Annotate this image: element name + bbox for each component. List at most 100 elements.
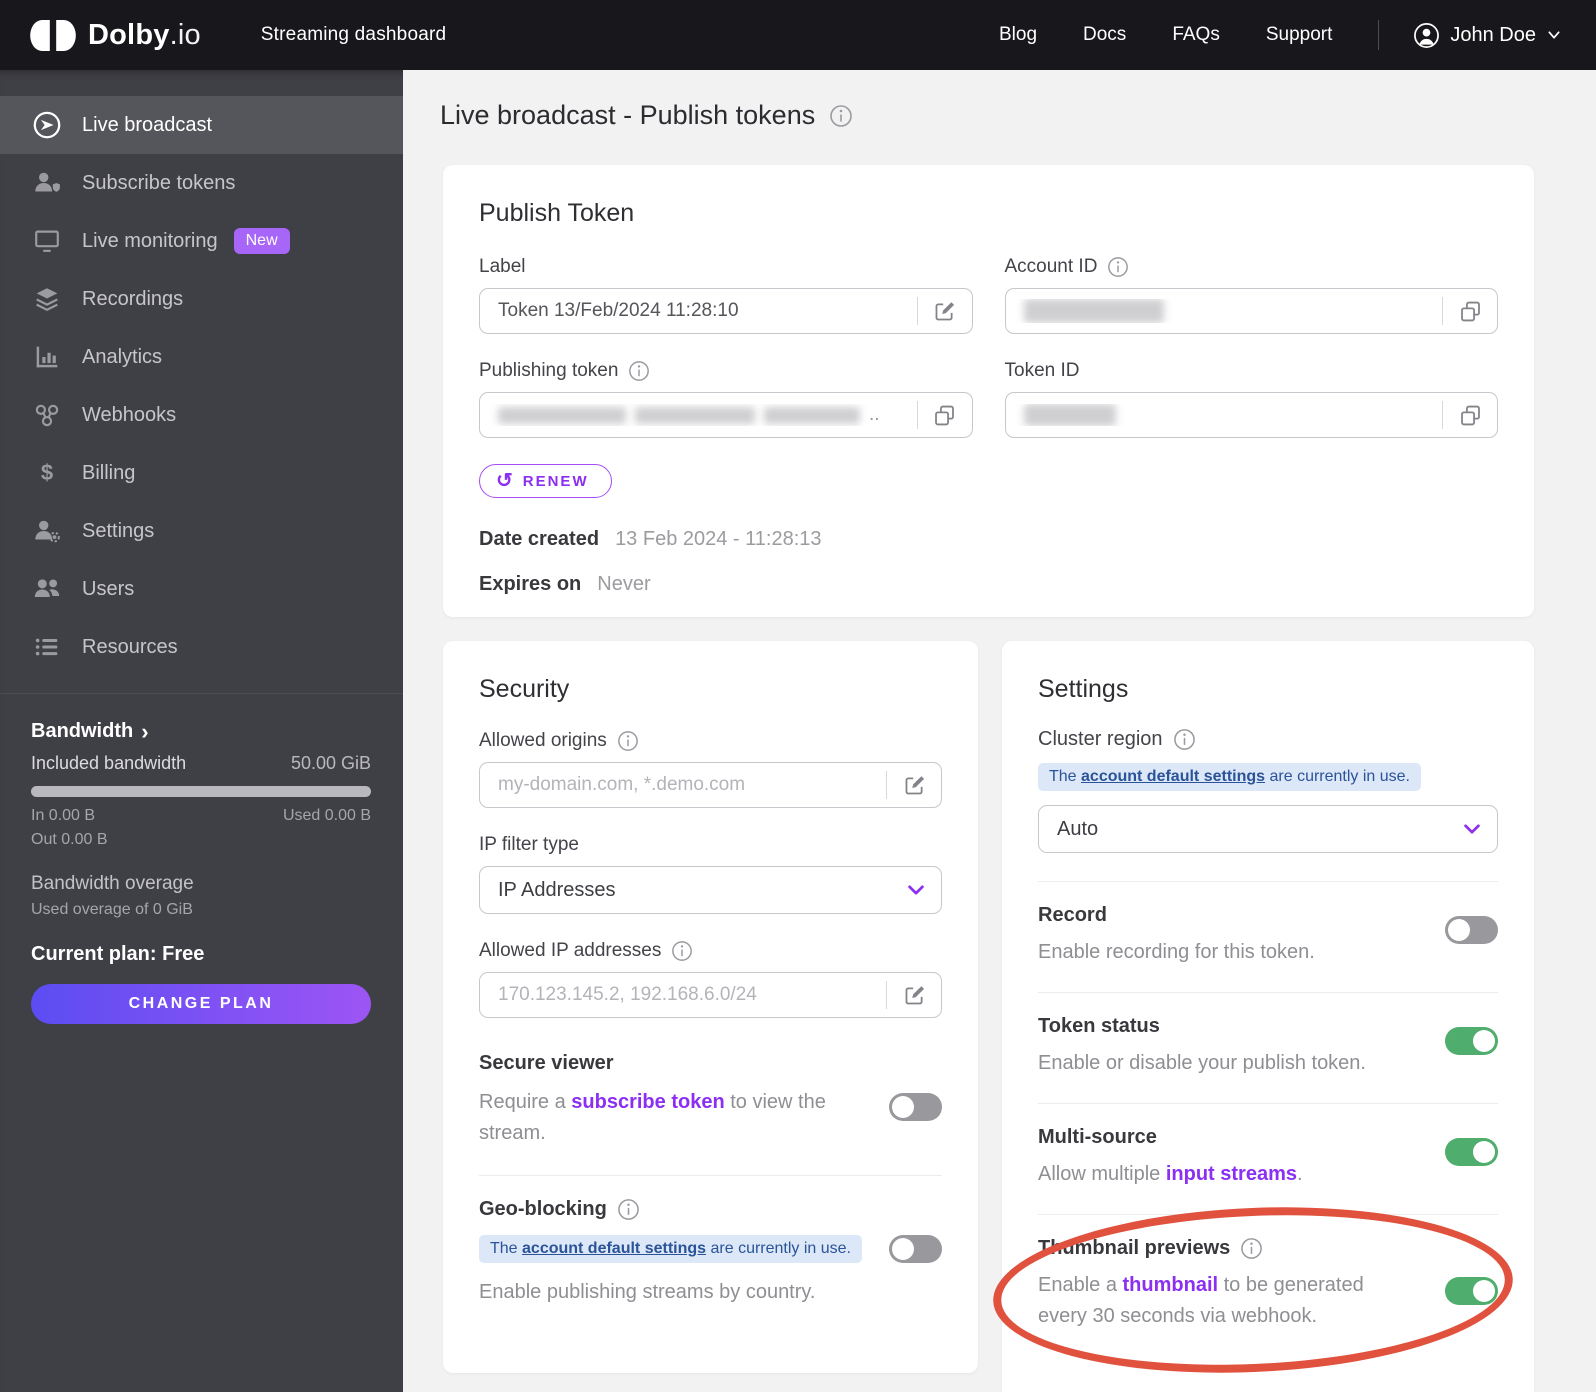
copy-icon[interactable] (1443, 289, 1497, 333)
copy-icon[interactable] (1443, 393, 1497, 437)
record-toggle[interactable] (1445, 916, 1498, 944)
dolby-logo[interactable]: Dolby.io (30, 19, 201, 52)
security-heading: Security (479, 675, 570, 703)
chevron-right-icon: › (141, 718, 149, 744)
sidebar-item-live-broadcast[interactable]: Live broadcast (0, 96, 403, 154)
expires-on-value: Never (597, 573, 651, 595)
account-id-info-icon[interactable] (1107, 256, 1129, 278)
settings-card: Settings Cluster region The account defa… (1002, 641, 1534, 1392)
product-name: Streaming dashboard (260, 24, 447, 45)
sidebar-item-recordings[interactable]: Recordings (0, 270, 403, 328)
allowed-ip-field[interactable]: 170.123.145.2, 192.168.6.0/24 (479, 972, 942, 1018)
bandwidth-used: Used 0.00 B (282, 807, 371, 824)
cluster-region-select[interactable]: Auto (1038, 805, 1498, 853)
allowed-origins-info-icon[interactable] (617, 730, 639, 752)
token-id-field[interactable] (1004, 392, 1498, 438)
bandwidth-progress-bar (31, 786, 371, 797)
sidebar: Live broadcast Subscribe tokens Live mon… (0, 70, 403, 1392)
field-divider (886, 771, 887, 799)
sidebar-item-users[interactable]: Users (0, 560, 403, 618)
sidebar-item-webhooks[interactable]: Webhooks (0, 386, 403, 444)
nav-blog[interactable]: Blog (998, 24, 1038, 45)
input-streams-link[interactable]: input streams (1165, 1163, 1297, 1185)
chevron-down-icon (891, 879, 941, 901)
token-status-toggle[interactable] (1445, 1027, 1498, 1055)
copy-icon[interactable] (918, 393, 972, 437)
divider (1038, 1103, 1498, 1104)
thumbnail-previews-info-icon[interactable] (1240, 1237, 1263, 1260)
date-created-label: Date created (479, 528, 600, 550)
publish-token-card: Publish Token Label Token 13/Feb/2024 11… (443, 165, 1534, 617)
geo-blocking-default-chip: The account default settings are current… (479, 1235, 862, 1263)
nav-docs[interactable]: Docs (1083, 24, 1127, 45)
publishing-token-info-icon[interactable] (628, 360, 650, 382)
divider (1038, 1214, 1498, 1215)
renew-button[interactable]: ↺ RENEW (479, 464, 612, 498)
sidebar-item-label: Subscribe tokens (82, 171, 236, 194)
topbar: Dolby.io Streaming dashboard Blog Docs F… (0, 0, 1596, 70)
sidebar-item-billing[interactable]: $ Billing (0, 444, 403, 502)
divider (1038, 881, 1498, 882)
cluster-region-info-icon[interactable] (1173, 728, 1196, 751)
sidebar-item-subscribe-tokens[interactable]: Subscribe tokens (0, 154, 403, 212)
ip-filter-value: IP Addresses (498, 878, 616, 901)
bandwidth-header[interactable]: Bandwidth › (31, 720, 371, 743)
account-id-label: Account ID (1004, 256, 1098, 277)
sidebar-item-live-monitoring[interactable]: Live monitoring New (0, 212, 403, 270)
allowed-ip-placeholder: 170.123.145.2, 192.168.6.0/24 (498, 984, 757, 1005)
top-nav: Blog Docs FAQs Support (999, 24, 1332, 46)
user-menu[interactable]: John Doe (1413, 22, 1562, 49)
publishing-token-field[interactable]: .. (479, 392, 973, 438)
allowed-origins-field[interactable]: my-domain.com, *.demo.com (479, 762, 942, 808)
webhook-icon (28, 399, 66, 431)
nav-faqs[interactable]: FAQs (1172, 24, 1220, 45)
redacted-value (1023, 299, 1164, 323)
broadcast-icon (28, 109, 66, 141)
users-icon (28, 573, 66, 605)
account-default-settings-link[interactable]: account default settings (522, 1240, 707, 1257)
ip-filter-select[interactable]: IP Addresses (479, 866, 942, 914)
thumbnail-previews-toggle[interactable] (1445, 1277, 1498, 1305)
redacted-value (1023, 403, 1116, 426)
field-divider (1442, 401, 1443, 429)
geo-blocking-desc: Enable publishing streams by country. (479, 1281, 816, 1303)
token-status-desc: Enable or disable your publish token. (1038, 1052, 1366, 1074)
geo-blocking-info-icon[interactable] (617, 1198, 640, 1221)
bandwidth-out: Out 0.00 B (31, 831, 108, 848)
logo-text: Dolby.io (88, 18, 201, 51)
secure-viewer-desc: Require a subscribe token to view the st… (479, 1091, 826, 1144)
cluster-region-default-chip: The account default settings are current… (1038, 763, 1421, 791)
edit-icon[interactable] (887, 763, 941, 807)
dolby-double-d-icon (30, 19, 76, 51)
publishing-token-label: Publishing token (479, 360, 619, 381)
secure-viewer-title: Secure viewer (479, 1052, 614, 1074)
allowed-ip-info-icon[interactable] (671, 940, 693, 962)
nav-support[interactable]: Support (1265, 24, 1333, 45)
multi-source-setting-row: Multi-source Allow multiple input stream… (1038, 1126, 1498, 1190)
account-id-field[interactable] (1004, 288, 1498, 334)
sidebar-item-analytics[interactable]: Analytics (0, 328, 403, 386)
thumbnail-link[interactable]: thumbnail (1122, 1274, 1219, 1296)
sidebar-item-settings[interactable]: Settings (0, 502, 403, 560)
ip-filter-type-label: IP filter type (479, 834, 579, 855)
change-plan-button[interactable]: CHANGE PLAN (31, 984, 371, 1024)
sidebar-item-label: Live monitoring (82, 229, 218, 252)
geo-blocking-toggle[interactable] (889, 1235, 942, 1263)
redacted-value (635, 406, 755, 424)
multi-source-toggle[interactable] (1445, 1138, 1498, 1166)
edit-icon[interactable] (887, 973, 941, 1017)
subscribe-token-link[interactable]: subscribe token (571, 1091, 725, 1113)
token-label-field[interactable]: Token 13/Feb/2024 11:28:10 (479, 288, 973, 334)
sidebar-item-resources[interactable]: Resources (0, 618, 403, 676)
edit-icon[interactable] (918, 289, 972, 333)
sidebar-item-label: Users (82, 577, 135, 600)
page-title-info-icon[interactable] (829, 104, 853, 128)
thumbnail-previews-setting-row: Thumbnail previews Enable a thumbnail to… (1038, 1237, 1498, 1332)
publish-token-right-col: Account ID (1004, 256, 1498, 438)
token-status-setting-row: Token status Enable or disable your publ… (1038, 1015, 1498, 1079)
sidebar-item-label: Recordings (82, 287, 184, 310)
account-default-settings-link[interactable]: account default settings (1081, 768, 1266, 785)
secure-viewer-toggle[interactable] (889, 1093, 942, 1121)
token-label-value: Token 13/Feb/2024 11:28:10 (498, 300, 739, 321)
main-content: Live broadcast - Publish tokens Publish … (403, 70, 1596, 1392)
